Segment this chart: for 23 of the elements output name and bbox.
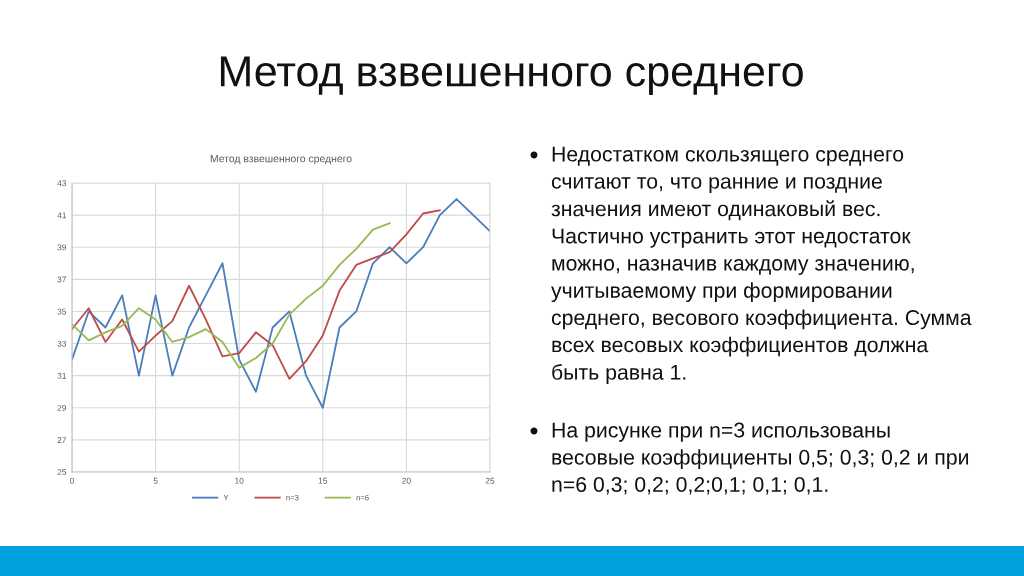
text: На рисунке при n=3 использованы весовые коэффициенты 0,5; 0,3; 0,2 и при n=6 0,3; 0,2; 0,2;0,1; 0,1; 0,1.: [552, 422, 969, 495]
x-tick-label: 0: [70, 477, 74, 484]
y-tick-label: 35: [57, 308, 67, 315]
text: Недостатком скользящего среднего считают то, что ранние и поздние значения имеют одинаковый вес. Частично устранить этот недостаток можно, назначив каждому значению, учитываемому при формировании среднего, весового коэффициента. Сумма всех весовых коэффициентов должна быть равна 1.: [551, 146, 972, 384]
y-tick-label: 43: [57, 180, 67, 187]
x-tick-label: 5: [153, 477, 158, 484]
y-tick-label: 29: [57, 404, 67, 411]
x-tick-label: 10: [235, 477, 244, 484]
y-tick-label: 41: [57, 212, 67, 219]
y-tick-label: 25: [57, 469, 67, 476]
y-tick-label: 27: [57, 437, 67, 443]
y-tick-label: 39: [57, 244, 67, 251]
y-tick-label: 31: [57, 372, 67, 379]
x-tick-label: 15: [318, 477, 328, 484]
text: Метод взвешенного среднего: [220, 56, 803, 96]
line-series: [72, 209, 441, 380]
x-tick-label: 25: [485, 477, 495, 484]
y-tick-label: 37: [57, 276, 67, 283]
chart-title: Метод взвешенного среднего: [210, 155, 352, 165]
line-series: [72, 198, 490, 409]
y-tick-label: 33: [57, 340, 67, 347]
x-tick-label: 20: [402, 477, 411, 484]
line-series: [72, 222, 391, 369]
